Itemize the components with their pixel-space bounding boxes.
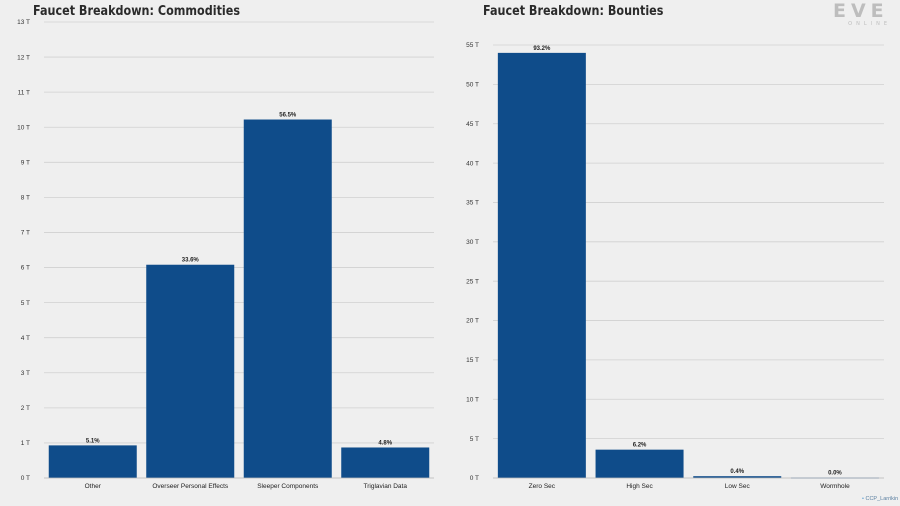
bounties-y-tick-label: 5 T — [470, 436, 479, 443]
commodities-category-label: Other — [85, 483, 102, 490]
bounties-data-label: 93.2% — [533, 46, 551, 52]
bounties-y-tick-label: 30 T — [466, 239, 479, 246]
commodities-data-label: 5.1% — [86, 438, 100, 444]
bounties-y-tick-label: 35 T — [466, 200, 479, 207]
bounties-category-label: Low Sec — [725, 483, 751, 490]
bird-icon: • — [862, 496, 864, 502]
chart-title-bounties: Faucet Breakdown: Bounties — [483, 4, 664, 19]
logo-main-text: EVE — [833, 0, 889, 22]
eve-online-logo: EVE ONLINE — [833, 2, 895, 28]
commodities-y-tick-label: 9 T — [21, 160, 30, 167]
bounties-y-tick-label: 10 T — [466, 396, 479, 403]
bounties-y-tick-label: 45 T — [466, 121, 479, 128]
commodities-data-label: 4.8% — [378, 440, 392, 446]
bounties-y-tick-label: 40 T — [466, 160, 479, 167]
commodities-y-tick-label: 11 T — [18, 89, 30, 96]
commodities-y-tick-label: 6 T — [21, 265, 30, 272]
bounties-data-label: 6.2% — [633, 443, 647, 449]
commodities-y-tick-label: 5 T — [21, 300, 30, 307]
commodities-bar — [48, 445, 137, 478]
commodities-category-label: Sleeper Components — [257, 483, 319, 490]
commodities-category-label: Overseer Personal Effects — [152, 483, 228, 490]
commodities-data-label: 56.5% — [279, 113, 297, 119]
bounties-y-tick-label: 55 T — [466, 42, 479, 49]
bounties-y-tick-label: 15 T — [466, 357, 479, 364]
bounties-data-label: 0.0% — [828, 471, 842, 477]
logo-sub-text: ONLINE — [848, 21, 891, 27]
bounties-data-label: 0.4% — [730, 469, 744, 475]
chart-title-commodities: Faucet Breakdown: Commodities — [33, 4, 240, 19]
bounties-y-tick-label: 50 T — [466, 82, 479, 89]
commodities-bar — [341, 447, 430, 478]
commodities-y-tick-label: 10 T — [17, 124, 30, 131]
commodities-y-tick-label: 12 T — [17, 54, 30, 61]
commodities-y-tick-label: 4 T — [21, 335, 30, 342]
bounties-category-label: High Sec — [626, 483, 653, 490]
bounties-bar — [595, 449, 684, 478]
commodities-y-tick-label: 0 T — [21, 475, 30, 482]
commodities-bar — [146, 264, 235, 478]
commodities-data-label: 33.6% — [182, 258, 200, 264]
commodities-y-tick-label: 8 T — [21, 195, 30, 202]
commodities-y-tick-label: 13 T — [17, 19, 30, 26]
bounties-y-tick-label: 25 T — [466, 278, 479, 285]
commodities-category-label: Triglavian Data — [364, 483, 408, 490]
commodities-y-tick-label: 3 T — [21, 370, 30, 377]
bounties-bar — [693, 476, 782, 478]
author-credit: • CCP_Larrikin — [862, 496, 898, 502]
commodities-y-tick-label: 2 T — [21, 405, 30, 412]
credit-text: CCP_Larrikin — [865, 496, 899, 502]
bounties-y-tick-label: 20 T — [466, 318, 479, 325]
bounties-bar — [497, 52, 586, 478]
commodities-y-tick-label: 1 T — [21, 440, 30, 447]
bounties-category-label: Zero Sec — [529, 483, 556, 490]
commodities-bar — [243, 119, 332, 478]
bounties-y-tick-label: 0 T — [470, 475, 479, 482]
commodities-y-tick-label: 7 T — [21, 230, 30, 237]
bounties-category-label: Wormhole — [820, 483, 850, 490]
